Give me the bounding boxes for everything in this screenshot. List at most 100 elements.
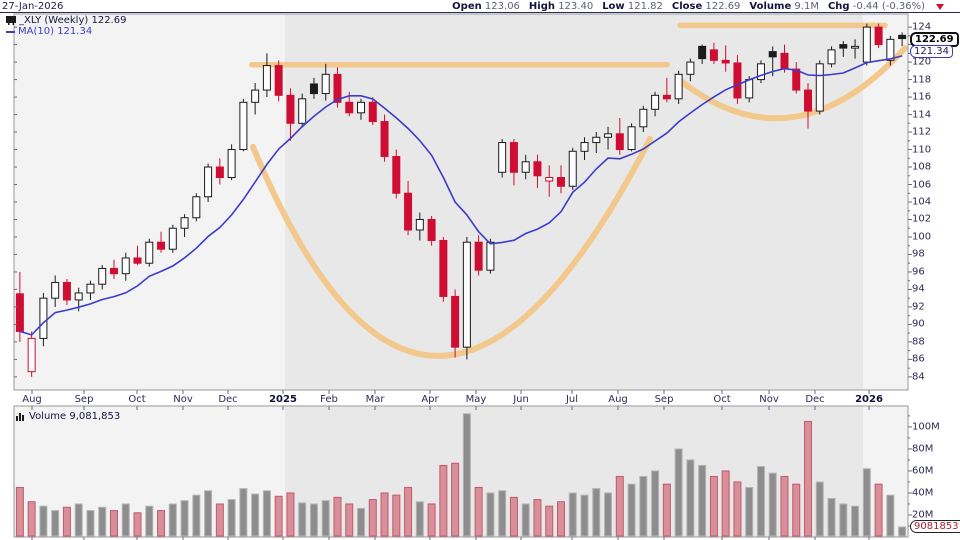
candle [180, 214, 189, 237]
candle [521, 154, 530, 180]
candle [321, 63, 330, 101]
candle [192, 193, 201, 222]
month-label: Mar [365, 394, 385, 405]
volume-bar [756, 466, 765, 537]
month-label: Aug [22, 394, 42, 405]
candle [721, 45, 730, 72]
volume-bar [533, 499, 542, 537]
price-tick-label: 106 [912, 179, 932, 190]
volume-bar [109, 510, 118, 537]
candle [792, 62, 801, 94]
price-tick-label: 92 [912, 301, 925, 313]
candle [556, 165, 565, 194]
price-tick-label: 100 [912, 231, 932, 243]
candle [404, 181, 413, 236]
candle [662, 77, 671, 103]
volume-bar [815, 481, 824, 537]
ma-line-swatch-icon [6, 30, 15, 33]
ohlc-item-close: Close 122.69 [671, 1, 741, 12]
candle [368, 97, 377, 126]
year-band [14, 14, 285, 390]
candle [815, 60, 824, 115]
volume-bar [486, 492, 495, 537]
candle [333, 67, 342, 108]
month-label: Nov [759, 394, 779, 405]
month-label: Jul [565, 394, 579, 405]
volume-bar [474, 486, 483, 537]
month-label: Aug [608, 394, 628, 405]
candle [380, 114, 389, 162]
month-label: Oct [713, 394, 731, 405]
volume-bar [662, 483, 671, 537]
ma-value-badge: 121.34 [910, 45, 953, 58]
candle [309, 77, 318, 99]
current-volume-badge: 9081853 [910, 520, 960, 533]
candle [357, 98, 366, 120]
volume-bar [392, 494, 401, 537]
volume-bar [498, 490, 507, 537]
ma-label: MA(10) 121.34 [18, 26, 93, 37]
volume-tick-label: 100M [912, 421, 940, 433]
month-label: Apr [421, 394, 439, 405]
change-down-triangle-icon [936, 3, 944, 10]
price-tick-label: 102 [912, 213, 932, 225]
price-tick-label: 90 [912, 318, 925, 330]
candle [98, 264, 107, 290]
volume-bar [521, 503, 530, 537]
candle [157, 231, 166, 253]
candle [851, 39, 860, 59]
price-tick-label: 110 [912, 144, 932, 156]
candle [62, 278, 71, 306]
price-tick-label: 94 [912, 283, 925, 295]
volume-bar [792, 483, 801, 537]
cup-arc-annotation [675, 45, 908, 122]
volume-bar [698, 464, 707, 537]
volume-bar [15, 486, 24, 537]
candle [215, 158, 224, 185]
candle [39, 292, 48, 347]
candle [27, 331, 36, 377]
volume-tick-label: 80M [912, 443, 934, 455]
candle [580, 137, 589, 161]
month-label: Oct [128, 394, 146, 405]
candle [627, 123, 636, 152]
volume-bar [568, 492, 577, 537]
candle [415, 212, 424, 241]
volume-bar [262, 490, 271, 537]
candle [874, 23, 883, 49]
candle [568, 147, 577, 190]
candle [545, 165, 554, 197]
volume-bar [651, 470, 660, 537]
volume-label: Volume 9,081,853 [29, 411, 121, 422]
volume-bar [133, 512, 142, 537]
ohlc-item-volume: Volume 9.1M [749, 1, 819, 12]
volume-bar [545, 505, 554, 537]
volume-bar [827, 497, 836, 537]
volume-bar [404, 486, 413, 537]
candle [498, 139, 507, 178]
year-label: 2026 [855, 394, 883, 405]
volume-bar [145, 505, 154, 537]
month-label: May [465, 394, 487, 405]
ohlc-item-low: Low 121.82 [602, 1, 663, 12]
volume-bar [215, 503, 224, 537]
price-tick-label: 88 [912, 336, 925, 348]
volume-bar [721, 470, 730, 537]
volume-bar [239, 488, 248, 537]
month-label: Sep [654, 394, 674, 405]
candle [604, 126, 613, 150]
volume-bar [168, 503, 177, 537]
ohlc-item-open: Open 123.06 [452, 1, 520, 12]
volume-bar [286, 492, 295, 537]
volume-bar [298, 502, 307, 537]
candle [615, 118, 624, 155]
month-label: Sep [74, 394, 94, 405]
volume-legend-row: Volume 9,081,853 [16, 411, 120, 422]
price-tick-label: 116 [912, 91, 932, 103]
price-tick-label: 120 [912, 56, 932, 68]
candle [251, 83, 260, 115]
candle [298, 93, 307, 128]
volume-bar [251, 493, 260, 537]
volume-bar [733, 481, 742, 537]
